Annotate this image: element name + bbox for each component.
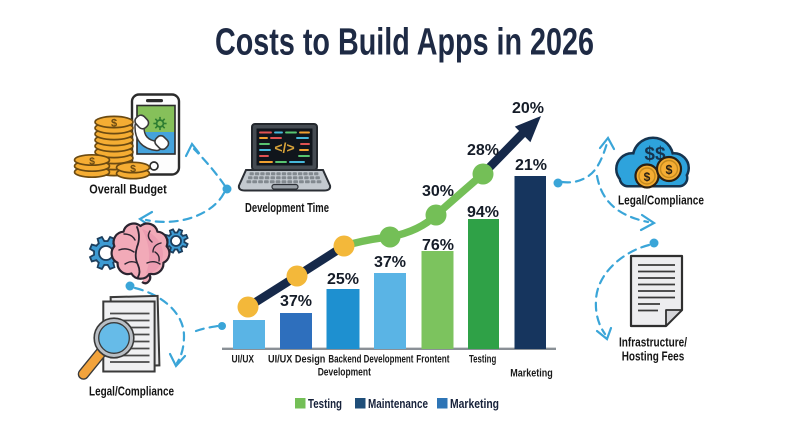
svg-text:Costs to Build Apps in 2026: Costs to Build Apps in 2026	[215, 22, 594, 64]
svg-text:Testing: Testing	[308, 396, 342, 411]
svg-text:20%: 20%	[512, 100, 544, 117]
svg-text:Infrastructure/: Infrastructure/	[619, 336, 687, 350]
svg-text:94%: 94%	[467, 204, 499, 221]
svg-text:Legal/Compliance: Legal/Compliance	[618, 194, 704, 208]
svg-text:UI/UX: UI/UX	[232, 354, 255, 366]
svg-text:21%: 21%	[515, 157, 547, 174]
svg-text:$: $	[666, 163, 673, 177]
svg-text:Testing: Testing	[469, 354, 496, 366]
svg-text:</>: </>	[274, 140, 294, 156]
svg-text:Development Time: Development Time	[245, 201, 329, 215]
svg-text:UI/UX Design: UI/UX Design	[268, 354, 326, 366]
svg-text:Backend Development: Backend Development	[328, 354, 413, 366]
svg-text:Marketing: Marketing	[450, 396, 499, 411]
svg-text:$: $	[130, 163, 136, 175]
svg-text:$: $	[644, 170, 651, 184]
svg-text:$: $	[111, 118, 117, 130]
svg-text:28%: 28%	[467, 142, 499, 159]
svg-text:37%: 37%	[280, 293, 312, 310]
svg-text:Legal/Compliance: Legal/Compliance	[89, 385, 174, 399]
svg-text:Maintenance: Maintenance	[368, 396, 428, 411]
svg-text:Frontent: Frontent	[416, 354, 449, 366]
svg-text:Development: Development	[318, 367, 371, 379]
svg-text:30%: 30%	[422, 183, 454, 200]
svg-text:Marketing: Marketing	[510, 368, 553, 380]
svg-text:76%: 76%	[422, 237, 454, 254]
svg-text:25%: 25%	[327, 271, 359, 288]
svg-text:Overall Budget: Overall Budget	[89, 183, 167, 197]
svg-text:37%: 37%	[374, 254, 406, 271]
svg-text:$: $	[89, 156, 95, 168]
svg-text:Hosting Fees: Hosting Fees	[622, 350, 685, 364]
